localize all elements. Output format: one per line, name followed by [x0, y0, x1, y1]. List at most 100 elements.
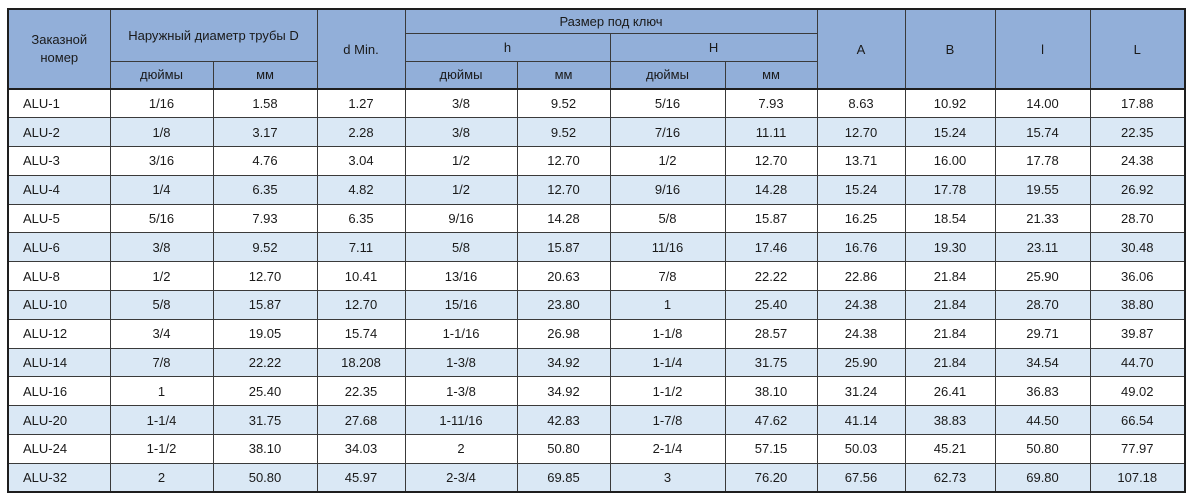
col-header-b: B — [904, 8, 996, 90]
value-cell: 15.74 — [316, 318, 406, 349]
value-cell: 7/8 — [609, 261, 726, 292]
dimensions-spec-table: Заказной номер Наружный диаметр трубы D … — [7, 8, 1187, 494]
value-cell: 76.20 — [724, 462, 818, 493]
value-cell: 14.28 — [516, 203, 611, 234]
value-cell: 1/2 — [404, 174, 518, 205]
value-cell: 18.208 — [316, 347, 406, 378]
value-cell: 15/16 — [404, 290, 518, 320]
value-cell: 3/8 — [404, 117, 518, 148]
value-cell: 10.41 — [316, 261, 406, 292]
value-cell: 12.70 — [212, 261, 318, 292]
value-cell: 13.71 — [816, 146, 906, 176]
value-cell: 19.30 — [904, 232, 996, 263]
order-number-cell: ALU-8 — [7, 261, 111, 292]
value-cell: 1.58 — [212, 88, 318, 119]
value-cell: 39.87 — [1089, 318, 1186, 349]
value-cell: 14.00 — [994, 88, 1091, 119]
value-cell: 5/8 — [404, 232, 518, 263]
order-number-cell: ALU-16 — [7, 376, 111, 407]
value-cell: 21.84 — [904, 290, 996, 320]
value-cell: 15.87 — [212, 290, 318, 320]
value-cell: 7/8 — [109, 347, 214, 378]
value-cell: 15.87 — [724, 203, 818, 234]
value-cell: 21.84 — [904, 261, 996, 292]
value-cell: 11/16 — [609, 232, 726, 263]
value-cell: 17.78 — [904, 174, 996, 205]
value-cell: 36.06 — [1089, 261, 1186, 292]
table-body: ALU-1 1/16 1.58 1.27 3/8 9.52 5/16 7.93 8.63 10.9… — [7, 88, 1186, 493]
value-cell: 1 — [609, 290, 726, 320]
value-cell: 1-7/8 — [609, 405, 726, 436]
value-cell: 1-1/2 — [609, 376, 726, 407]
value-cell: 69.85 — [516, 462, 611, 493]
value-cell: 3.17 — [212, 117, 318, 148]
col-header-l-upper: L — [1089, 8, 1186, 90]
value-cell: 30.48 — [1089, 232, 1186, 263]
value-cell: 22.35 — [1089, 117, 1186, 148]
value-cell: 1-1/8 — [609, 318, 726, 349]
value-cell: 3/8 — [404, 88, 518, 119]
col-header-order-number: Заказной номер — [7, 8, 111, 90]
value-cell: 9/16 — [609, 174, 726, 205]
order-number-cell: ALU-14 — [7, 347, 111, 378]
value-cell: 1.27 — [316, 88, 406, 119]
value-cell: 2 — [109, 462, 214, 493]
col-header-l-lower: l — [994, 8, 1091, 90]
table-row: ALU-1 1/16 1.58 1.27 3/8 9.52 5/16 7.93 8.63 10.9… — [7, 88, 1186, 119]
value-cell: 42.83 — [516, 405, 611, 436]
value-cell: 5/16 — [109, 203, 214, 234]
value-cell: 2.28 — [316, 117, 406, 148]
col-header-mm-h: мм — [516, 60, 611, 90]
value-cell: 26.98 — [516, 318, 611, 349]
value-cell: 9.52 — [212, 232, 318, 263]
value-cell: 1-3/8 — [404, 347, 518, 378]
table-row: ALU-14 7/8 22.22 18.208 1-3/8 34.92 1-1/4 31.75… — [7, 347, 1186, 378]
order-number-cell: ALU-2 — [7, 117, 111, 148]
value-cell: 23.80 — [516, 290, 611, 320]
value-cell: 1/2 — [609, 146, 726, 176]
value-cell: 62.73 — [904, 462, 996, 493]
value-cell: 24.38 — [816, 318, 906, 349]
value-cell: 13/16 — [404, 261, 518, 292]
value-cell: 20.63 — [516, 261, 611, 292]
order-number-cell: ALU-20 — [7, 405, 111, 436]
order-number-cell: ALU-6 — [7, 232, 111, 263]
value-cell: 6.35 — [316, 203, 406, 234]
value-cell: 18.54 — [904, 203, 996, 234]
value-cell: 45.97 — [316, 462, 406, 493]
table-row: ALU-16 1 25.40 22.35 1-3/8 34.92 1-1/2 38.10 31.… — [7, 376, 1186, 407]
table-row: ALU-32 2 50.80 45.97 2-3/4 69.85 3 76.20 67.56 62… — [7, 462, 1186, 493]
value-cell: 5/8 — [109, 290, 214, 320]
table-row: ALU-8 1/2 12.70 10.41 13/16 20.63 7/8 22.22 22.8… — [7, 261, 1186, 292]
value-cell: 77.97 — [1089, 434, 1186, 464]
value-cell: 34.03 — [316, 434, 406, 464]
value-cell: 25.40 — [724, 290, 818, 320]
col-header-outer-diameter: Наружный диаметр трубы D — [109, 8, 318, 62]
value-cell: 31.24 — [816, 376, 906, 407]
value-cell: 26.41 — [904, 376, 996, 407]
table-row: ALU-5 5/16 7.93 6.35 9/16 14.28 5/8 15.87 16.25 1… — [7, 203, 1186, 234]
value-cell: 2 — [404, 434, 518, 464]
value-cell: 16.25 — [816, 203, 906, 234]
value-cell: 9.52 — [516, 117, 611, 148]
order-number-cell: ALU-32 — [7, 462, 111, 493]
value-cell: 14.28 — [724, 174, 818, 205]
value-cell: 21.33 — [994, 203, 1091, 234]
value-cell: 22.22 — [212, 347, 318, 378]
value-cell: 1-1/16 — [404, 318, 518, 349]
value-cell: 50.80 — [212, 462, 318, 493]
table-row: ALU-24 1-1/2 38.10 34.03 2 50.80 2-1/4 57.15 50.… — [7, 434, 1186, 464]
table-row: ALU-12 3/4 19.05 15.74 1-1/16 26.98 1-1/8 28.57… — [7, 318, 1186, 349]
value-cell: 34.54 — [994, 347, 1091, 378]
value-cell: 38.10 — [212, 434, 318, 464]
value-cell: 24.38 — [1089, 146, 1186, 176]
col-header-a: A — [816, 8, 906, 90]
order-number-cell: ALU-1 — [7, 88, 111, 119]
value-cell: 6.35 — [212, 174, 318, 205]
value-cell: 26.92 — [1089, 174, 1186, 205]
value-cell: 8.63 — [816, 88, 906, 119]
value-cell: 15.74 — [994, 117, 1091, 148]
value-cell: 12.70 — [516, 146, 611, 176]
value-cell: 5/8 — [609, 203, 726, 234]
value-cell: 1/16 — [109, 88, 214, 119]
